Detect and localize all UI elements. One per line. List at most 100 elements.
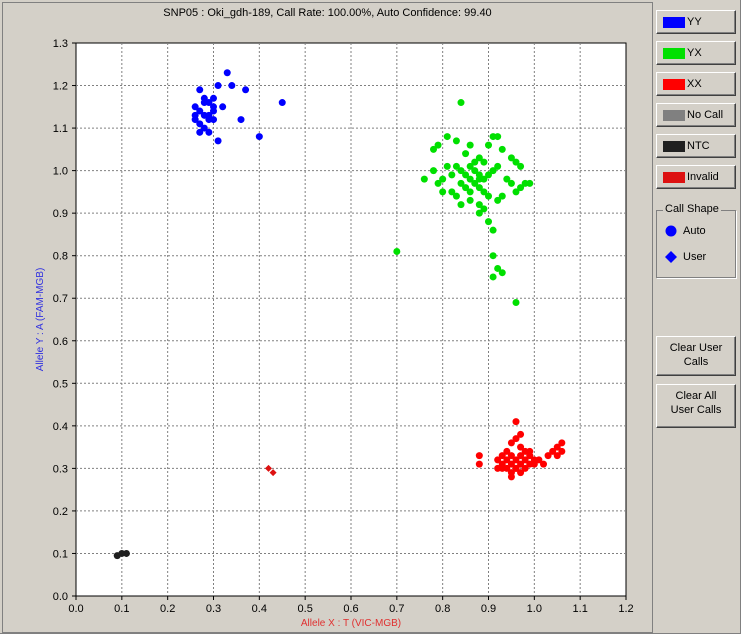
legend-swatch-invalid <box>663 172 685 183</box>
data-point-xx <box>507 439 515 447</box>
data-point-yy <box>205 128 213 136</box>
y-tick-label: 0.6 <box>53 336 68 348</box>
data-point-xx <box>517 430 525 438</box>
data-point-xx <box>498 452 506 460</box>
data-point-yx <box>512 188 520 196</box>
data-point-xx <box>526 452 534 460</box>
y-tick-label: 0.9 <box>53 208 68 220</box>
data-point-yx <box>485 171 492 179</box>
x-tick-label: 1.1 <box>573 603 588 615</box>
data-point-yx <box>457 99 465 107</box>
data-point-yx <box>517 162 525 170</box>
data-point-xx <box>517 460 525 468</box>
y-tick-label: 0.4 <box>53 421 68 433</box>
y-tick-label: 0.2 <box>53 506 68 518</box>
plot-area: SNP05 : Oki_gdh-189, Call Rate: 100.00%,… <box>2 2 653 633</box>
y-tick-label: 0.8 <box>53 251 68 263</box>
data-point-xx <box>521 464 529 472</box>
data-point-xx <box>512 456 520 464</box>
data-point-xx <box>494 464 502 472</box>
data-point-yx <box>466 141 474 149</box>
data-point-yx <box>485 141 492 149</box>
legend-label-invalid: Invalid <box>687 171 719 183</box>
data-point-yy <box>191 111 199 119</box>
data-point-yx <box>457 179 465 187</box>
diamond-icon <box>665 251 677 264</box>
data-point-yx <box>439 175 447 183</box>
data-point-yy <box>237 116 245 124</box>
data-point-yy <box>210 103 217 111</box>
data-point-yx <box>475 184 483 192</box>
legend-button-xx[interactable]: XX <box>656 72 736 96</box>
data-point-yy <box>200 124 208 132</box>
data-point-yx <box>489 273 497 281</box>
data-point-xx <box>553 443 561 451</box>
data-point-yx <box>393 247 401 255</box>
data-point-xx <box>530 460 538 468</box>
x-tick-label: 0.3 <box>206 603 221 615</box>
data-point-yx <box>526 179 534 187</box>
data-point-yx <box>475 154 483 162</box>
data-point-yx <box>452 162 460 170</box>
data-point-yy <box>196 86 204 94</box>
data-point-yx <box>443 133 451 141</box>
call-shape-user[interactable]: User <box>665 251 706 264</box>
data-point-xx <box>544 452 552 460</box>
x-axis-label: Allele X : T (VIC-MGB) <box>301 618 401 629</box>
data-point-xx <box>507 460 515 468</box>
data-point-yx <box>462 171 470 179</box>
legend-button-no-call[interactable]: No Call <box>656 103 736 127</box>
x-tick-label: 1.2 <box>618 603 633 615</box>
data-point-xx <box>517 469 525 477</box>
data-point-xx <box>535 456 543 464</box>
data-point-xx <box>503 447 511 455</box>
x-tick-label: 0.1 <box>114 603 129 615</box>
data-point-yx <box>471 158 479 166</box>
call-shape-auto[interactable]: Auto <box>665 225 706 237</box>
data-point-yy <box>214 82 222 90</box>
x-tick-label: 0.5 <box>298 603 313 615</box>
data-point-xx <box>517 452 525 460</box>
data-point-yx <box>507 154 515 162</box>
data-point-yy <box>219 103 227 111</box>
data-point-invalid <box>269 469 277 477</box>
legend-swatch-no-call <box>663 110 685 121</box>
data-point-yx <box>489 226 497 234</box>
data-point-yx <box>430 145 437 153</box>
circle-icon <box>665 225 677 237</box>
y-tick-label: 0.1 <box>53 548 68 560</box>
data-point-xx <box>521 456 529 464</box>
x-tick-label: 1.0 <box>527 603 542 615</box>
y-axis-label: Allele Y : A (FAM-MGB) <box>35 268 46 372</box>
legend-swatch-yx <box>663 48 685 59</box>
data-point-yx <box>480 188 488 196</box>
clear-user-calls-button[interactable]: Clear User Calls <box>656 336 736 376</box>
x-tick-label: 0.6 <box>343 603 358 615</box>
legend-button-invalid[interactable]: Invalid <box>656 165 736 189</box>
legend-button-yy[interactable]: YY <box>656 10 736 34</box>
data-point-yy <box>205 111 213 119</box>
clear-all-user-calls-button[interactable]: Clear All User Calls <box>656 384 736 428</box>
data-point-yx <box>494 162 502 170</box>
call-shape-auto-label: Auto <box>683 225 706 237</box>
data-point-yy <box>214 137 222 145</box>
data-point-yx <box>512 298 520 306</box>
data-point-yx <box>434 179 442 187</box>
data-point-yx <box>448 171 456 179</box>
y-tick-label: 1.1 <box>53 123 68 135</box>
data-point-yx <box>466 188 474 196</box>
x-tick-label: 0.7 <box>389 603 404 615</box>
data-point-yy <box>210 94 217 102</box>
data-point-yx <box>466 162 474 170</box>
scatter-chart[interactable]: 0.0 0.1 0.2 0.3 0.4 0.5 0.6 0.7 0.8 0.9 1.0 1.1 1.2 0… <box>3 3 652 632</box>
legend-button-yx[interactable]: YX <box>656 41 736 65</box>
data-point-yy <box>255 133 263 141</box>
y-tick-label: 0.0 <box>53 591 68 603</box>
data-point-yx <box>430 167 437 175</box>
x-tick-label: 0.0 <box>68 603 83 615</box>
legend-button-ntc[interactable]: NTC <box>656 134 736 158</box>
data-point-yx <box>512 158 520 166</box>
data-point-yx <box>439 188 447 196</box>
data-point-yx <box>462 150 470 158</box>
data-point-xx <box>558 439 566 447</box>
